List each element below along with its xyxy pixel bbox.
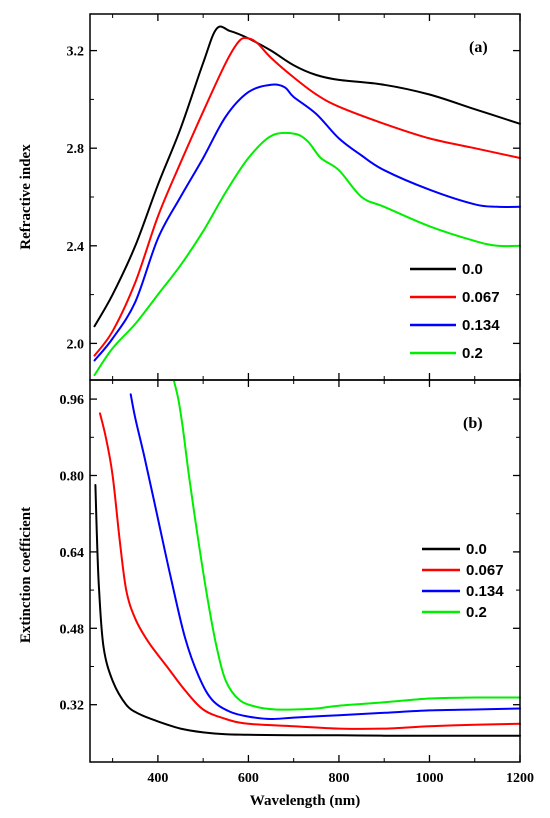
series-line-0.134 [129,393,521,721]
legend-label: 0.134 [462,317,500,334]
legend-label: 0.2 [462,345,483,362]
panel-b-series [94,379,521,737]
panel-a-label: (a) [469,39,488,56]
x-tick-label: 600 [238,771,259,786]
series-line-0.2 [93,131,521,377]
panel-b-y-axis-title: Extinction coefficient [18,507,34,643]
panel-b-frame [89,379,521,763]
y-tick-label: 2.8 [67,142,85,157]
legend-label: 0.067 [466,562,504,579]
series-line-0.2 [172,379,521,711]
panel-b-label: (b) [463,415,483,432]
x-tick-label: 1000 [415,771,443,786]
y-tick-label: 2.0 [67,337,85,352]
legend-label: 0.2 [466,604,487,621]
x-tick-label: 1200 [506,771,534,786]
panel-a-y-axis-title: Refractive index [18,144,34,250]
x-tick-label: 800 [328,771,349,786]
panel-b-x-ticks: 400 600 800 1000 1200 [112,380,534,786]
y-tick-label: 0.48 [60,622,85,637]
series-line-0.0 [94,484,521,737]
legend-label: 0.0 [466,541,487,558]
panel-b-legend: 0.0 0.067 0.134 0.2 [422,541,504,621]
series-line-0.067 [99,412,521,730]
x-axis-title: Wavelength (nm) [250,793,360,809]
panel-b: 0.32 0.48 0.64 0.80 0.96 400 600 800 1000 1200 (… [18,379,534,809]
y-tick-label: 2.4 [67,240,85,255]
series-line-0.067 [93,36,521,357]
y-tick-label: 0.96 [60,393,85,408]
panel-a-series [93,25,521,377]
y-tick-label: 3.2 [67,45,85,60]
series-line-0.134 [93,83,521,362]
panel-a-legend: 0.0 0.067 0.134 0.2 [410,261,500,362]
y-tick-label: 0.32 [60,699,85,714]
y-tick-label: 0.64 [60,546,85,561]
y-tick-label: 0.80 [60,470,85,485]
legend-label: 0.067 [462,289,500,306]
legend-label: 0.0 [462,261,483,278]
panel-b-y-ticks: 0.32 0.48 0.64 0.80 0.96 [60,393,520,714]
legend-label: 0.134 [466,583,504,600]
x-tick-label: 400 [147,771,168,786]
